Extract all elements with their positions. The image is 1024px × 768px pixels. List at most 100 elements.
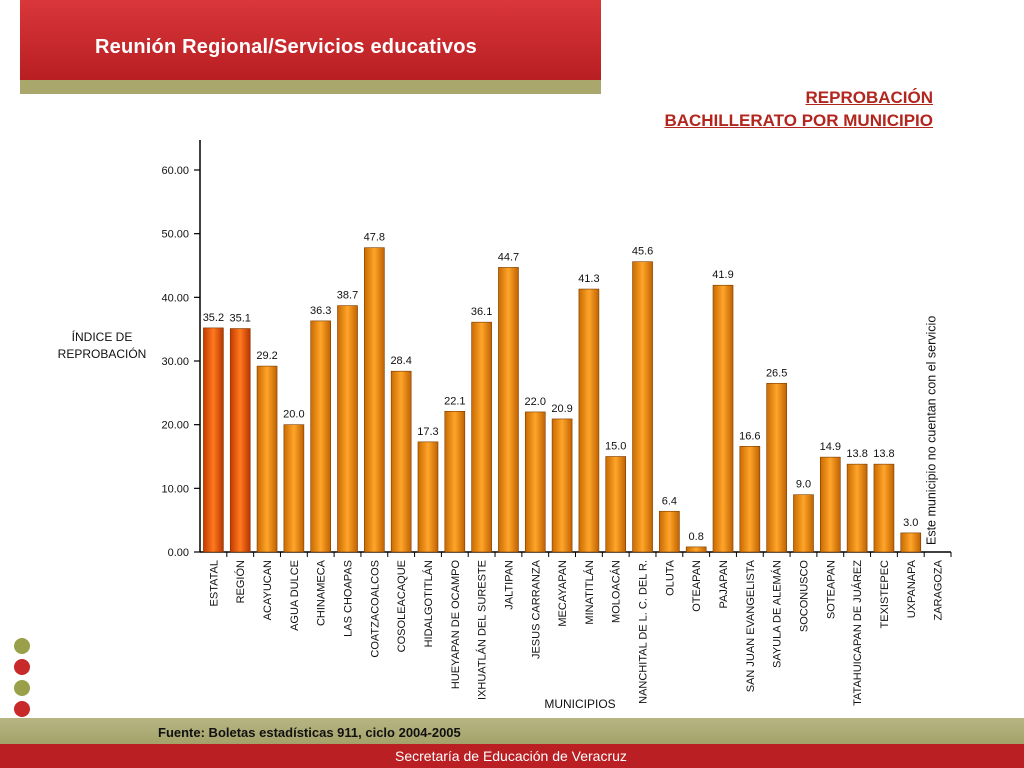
bar xyxy=(551,418,573,553)
header-banner xyxy=(20,0,601,80)
x-tick-label: HIDALGOTITLÁN xyxy=(422,560,435,647)
data-label: 16.6 xyxy=(739,430,760,442)
x-tick-label: NANCHITAL DE L. C. DEL R. xyxy=(638,560,650,704)
x-tick-label: SOCONUSCO xyxy=(798,560,810,633)
x-tick-label: SAYULA DE ALEMÁN xyxy=(771,560,784,668)
data-label: 36.1 xyxy=(471,306,492,318)
x-tick-label: REGIÓN xyxy=(234,560,247,603)
bar xyxy=(229,328,251,553)
bar-chart: 0.00 10.00 20.00 30.00 40.00 50.00 60.00 ÍNDICE… xyxy=(58,140,952,711)
x-tick-label: HUEYAPAN DE OCAMPO xyxy=(450,560,462,690)
x-tick-label: COATZACOALCOS xyxy=(369,560,381,658)
bar xyxy=(364,247,385,553)
bar xyxy=(605,456,627,553)
y-tick-label: 10.00 xyxy=(161,483,189,495)
bar xyxy=(498,267,519,553)
x-tick-label: JESUS CARRANZA xyxy=(530,559,542,659)
bar xyxy=(256,365,278,553)
data-label: 28.4 xyxy=(390,355,411,367)
bar xyxy=(310,320,331,553)
bar xyxy=(283,424,305,553)
annotation: Este municipio no cuentan con el servici… xyxy=(925,316,939,545)
x-tick-label: ZARAGOZA xyxy=(933,559,945,620)
bar xyxy=(659,510,680,553)
data-label: 3.0 xyxy=(903,517,918,529)
slide-title-line1: REPROBACIÓN xyxy=(805,88,933,107)
bar xyxy=(846,463,868,553)
data-label: 35.2 xyxy=(203,312,224,324)
y-tick-label: 20.00 xyxy=(161,420,189,432)
data-label: 22.1 xyxy=(444,395,465,407)
decorative-dots xyxy=(14,638,30,722)
x-tick-label: OTEAPAN xyxy=(691,560,703,612)
data-label: 36.3 xyxy=(310,305,331,317)
x-tick-label: JALTIPAN xyxy=(503,560,515,610)
bar xyxy=(685,546,707,553)
x-tick-label: MOLOACÁN xyxy=(610,560,623,623)
y-tick-label: 40.00 xyxy=(161,292,189,304)
data-label: 47.8 xyxy=(364,232,385,244)
y-tick-label: 50.00 xyxy=(161,229,189,241)
x-tick-label: IXHUATLÁN DEL SURESTE xyxy=(476,560,489,700)
data-label: 9.0 xyxy=(796,479,811,491)
data-label: 20.9 xyxy=(551,403,572,415)
y-tick-label: 30.00 xyxy=(161,356,189,368)
decor-dot xyxy=(14,701,30,717)
footer-bar xyxy=(0,744,1024,768)
x-tick-label: OLUTA xyxy=(664,559,676,596)
x-tick-label: MINATITLÁN xyxy=(583,560,596,625)
data-label: 13.8 xyxy=(873,448,894,460)
bar xyxy=(471,321,492,553)
footer-organization: Secretaría de Educación de Veracruz xyxy=(395,748,627,764)
data-label: 45.6 xyxy=(632,246,653,258)
data-label: 26.5 xyxy=(766,367,787,379)
data-label: 14.9 xyxy=(820,441,841,453)
data-label: 38.7 xyxy=(337,290,358,302)
bar xyxy=(578,288,600,553)
slide-title: REPROBACIÓN BACHILLERATO POR MUNICIPIO xyxy=(664,86,933,132)
bar xyxy=(444,410,466,553)
bar xyxy=(900,532,922,553)
data-label: 0.8 xyxy=(689,531,704,543)
source-note: Fuente: Boletas estadísticas 911, ciclo … xyxy=(158,725,461,740)
y-axis-label: REPROBACIÓN xyxy=(58,346,147,361)
x-tick-label: CHINAMECA xyxy=(316,559,328,626)
slide-title-line2: BACHILLERATO POR MUNICIPIO xyxy=(664,111,933,130)
data-label: 35.1 xyxy=(230,313,251,325)
data-label: 6.4 xyxy=(662,495,677,507)
bar xyxy=(417,441,439,553)
bar xyxy=(337,305,358,553)
x-tick-label: ESTATAL xyxy=(208,560,220,606)
x-tick-label: UXPANAPA xyxy=(906,559,918,618)
bar xyxy=(632,261,653,553)
header-stripe xyxy=(20,80,601,94)
bar xyxy=(820,456,841,553)
x-tick-label: MECAYAPAN xyxy=(557,560,569,627)
bar xyxy=(739,446,761,553)
data-label: 17.3 xyxy=(417,426,438,438)
y-axis-label: ÍNDICE DE xyxy=(72,329,133,344)
bar xyxy=(873,463,895,553)
decor-dot xyxy=(14,659,30,675)
bar xyxy=(766,382,787,553)
data-label: 13.8 xyxy=(846,448,867,460)
data-label: 29.2 xyxy=(256,350,277,362)
data-label: 41.9 xyxy=(712,269,733,281)
x-tick-label: COSOLEACAQUE xyxy=(396,560,408,652)
data-label: 20.0 xyxy=(283,409,304,421)
x-tick-label: AGUA DULCE xyxy=(289,560,301,631)
x-tick-label: TEXISTEPEC xyxy=(879,560,891,629)
decor-dot xyxy=(14,680,30,696)
x-tick-label: TATAHUICAPAN DE JUÁREZ xyxy=(851,560,864,706)
bar xyxy=(793,494,814,553)
x-tick-label: PAJAPAN xyxy=(718,560,730,609)
x-tick-label: LAS CHOAPAS xyxy=(343,560,355,637)
y-tick-label: 0.00 xyxy=(168,547,189,559)
bar xyxy=(712,284,734,553)
x-tick-label: SOTEAPAN xyxy=(825,560,837,619)
y-tick-label: 60.00 xyxy=(161,165,189,177)
data-label: 41.3 xyxy=(578,273,599,285)
data-label: 44.7 xyxy=(498,251,519,263)
x-tick-label: ACAYUCAN xyxy=(262,560,274,620)
bar xyxy=(390,370,412,553)
